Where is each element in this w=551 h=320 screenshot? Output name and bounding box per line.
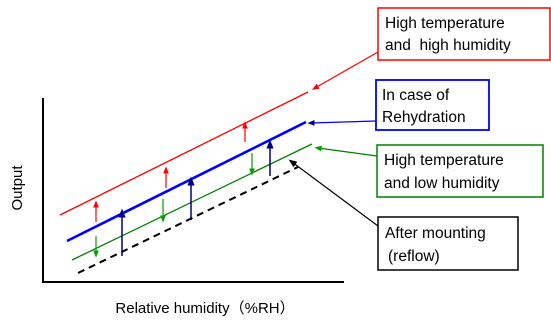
y-axis-label: Output [9, 165, 26, 211]
leader-arrow-rehydration [307, 120, 377, 126]
label-line: After mounting [385, 225, 486, 242]
curve-high-temp-high-humidity [59, 91, 309, 216]
label-line: Rehydration [382, 109, 466, 126]
label-line: High temperature [385, 15, 505, 32]
x-axis-label: Relative humidity（%RH） [115, 300, 294, 317]
leader-arrow-after-mounting [288, 159, 379, 227]
leader-arrow-high-temp-low-humidity [314, 145, 378, 157]
label-box-after-mounting: After mounting (reflow) [377, 216, 519, 271]
label-line: and low humidity [384, 175, 500, 192]
label-box-rehydration: In case of Rehydration [375, 79, 490, 131]
curve-rehydration [66, 120, 307, 243]
label-line: and high humidity [385, 37, 511, 54]
label-line: In case of [382, 87, 450, 104]
label-line: (reflow) [388, 248, 440, 265]
curve-after-mounting [77, 166, 299, 274]
label-line: High temperature [384, 152, 504, 169]
curve-high-temp-low-humidity [71, 143, 313, 261]
label-box-high-temp-low-humidity: High temperature and low humidity [376, 144, 544, 198]
leader-arrow-high-temp-high-humidity [311, 51, 379, 90]
label-box-high-temp-high-humidity: High temperature and high humidity [377, 7, 551, 61]
